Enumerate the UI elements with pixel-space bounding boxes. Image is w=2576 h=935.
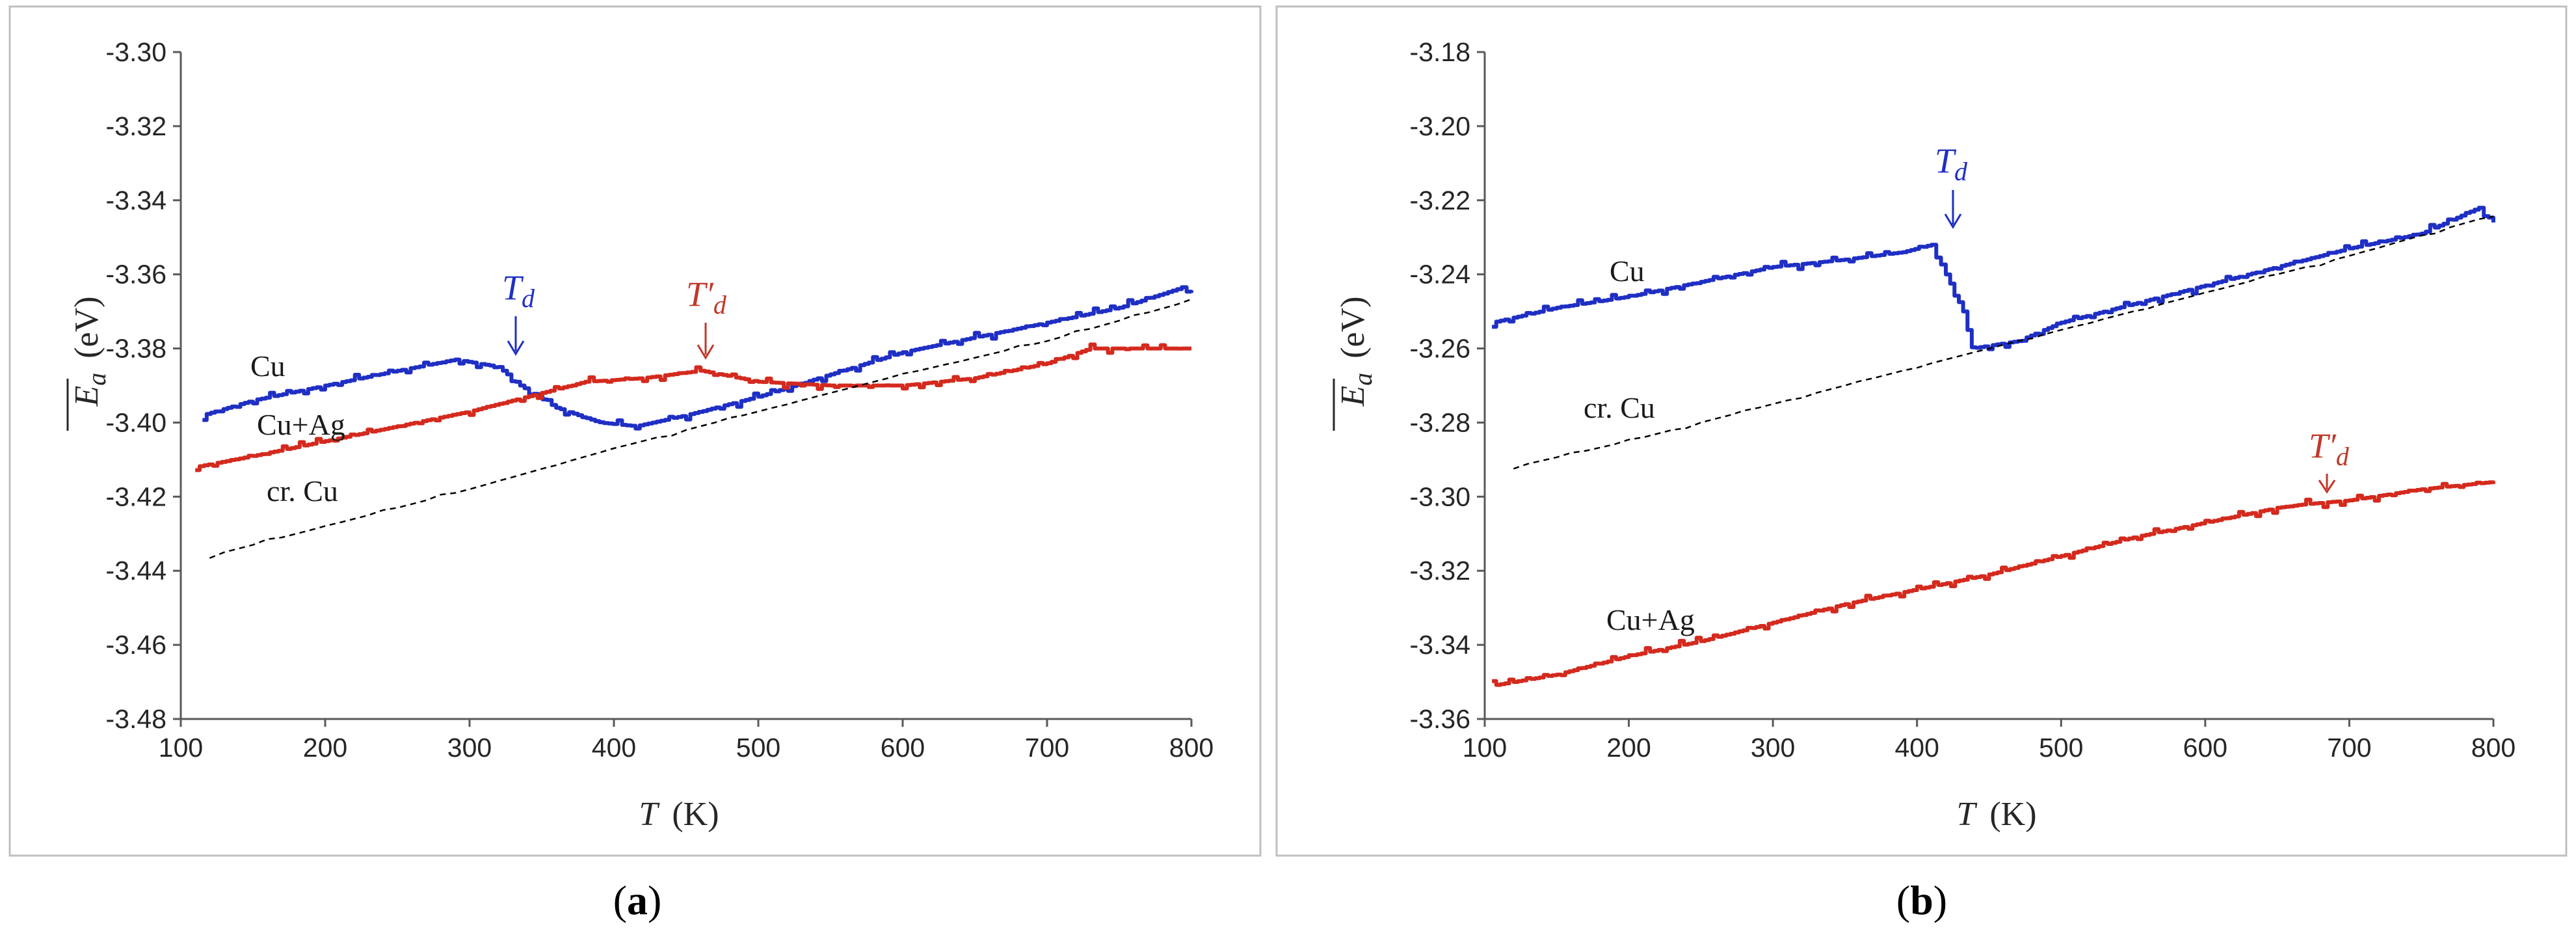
panel-a-y-axis-label: Ea (eV) [66, 296, 111, 431]
panel-b-y-tick-label: -3.20 [1410, 111, 1470, 141]
panel-a-x-tick-label: 700 [1025, 733, 1069, 763]
panel-a-y-tick-label: -3.48 [106, 704, 166, 734]
panel-b: -3.36 -3.34 -3.32 -3.30 -3.28 -3.26 -3.24 -3.22… [1275, 5, 2568, 857]
panel-b-annotation-tdp: T′d [2309, 426, 2350, 494]
panel-b-y-tick-label: -3.34 [1410, 630, 1470, 660]
panel-b-tdp-main: T′ [2309, 426, 2337, 465]
panel-a-y-tick-label: -3.42 [106, 481, 166, 511]
panel-b-x-tick-label: 600 [2183, 733, 2227, 763]
panel-b-x-tick-label: 800 [2471, 733, 2516, 763]
panel-a-label-crcu: cr. Cu [267, 474, 338, 508]
panel-a-x-tick-label: 500 [736, 733, 780, 763]
panel-a-x-tick-label: 300 [447, 733, 492, 763]
panel-b-y-tick-label: -3.30 [1410, 481, 1470, 511]
panel-a-y-tick-label: -3.36 [106, 260, 166, 290]
svg-text:T′d: T′d [686, 275, 727, 319]
panel-a-series-cu [202, 285, 1193, 431]
panel-b-x-tick-label: 500 [2039, 733, 2083, 763]
panel-a-td-arrowhead [507, 340, 525, 356]
panel-a-y-tick-label: -3.34 [106, 185, 166, 215]
panel-b-y-tick-label: -3.22 [1410, 185, 1470, 215]
panel-a: -3.48 -3.46 -3.44 -3.42 -3.40 -3.38 -3.36 -3.34… [8, 5, 1262, 857]
panel-b-annotation-td: Td [1935, 141, 1968, 229]
panel-b-tdp-arrowhead [2318, 480, 2336, 494]
panel-b-y-tick-label: -3.28 [1410, 407, 1470, 437]
panel-a-series-cr-cu [209, 298, 1192, 559]
panel-a-caption-letter: a [627, 877, 648, 923]
panel-b-x-tick-label: 100 [1463, 733, 1507, 763]
panel-a-y-tick-label: -3.44 [106, 556, 166, 586]
panel-b-x-tick-label: 200 [1606, 733, 1651, 763]
panel-b-y-tick-label: -3.32 [1410, 556, 1470, 586]
svg-text:Td: Td [502, 268, 535, 313]
panel-b-x-tick-label: 400 [1895, 733, 1939, 763]
panel-a-annotation-td: Td [502, 268, 535, 356]
panel-b-plot: -3.36 -3.34 -3.32 -3.30 -3.28 -3.26 -3.24 -3.22… [1410, 37, 2516, 763]
panel-b-xlabel-unit: (K) [1989, 796, 2036, 833]
panel-b-td-arrowhead [1944, 213, 1962, 229]
panel-a-td-sub: d [522, 284, 535, 313]
panel-a-xlabel-unit: (K) [672, 796, 719, 833]
panel-a-tdp-main: T′ [686, 275, 714, 314]
panel-b-tdp-sub: d [2336, 442, 2350, 471]
panel-b-y-tick-label: -3.24 [1410, 260, 1470, 290]
panel-a-y-tick-label: -3.30 [106, 37, 166, 67]
panel-a-ylabel-var: E [68, 386, 105, 407]
panel-b-x-tick-label: 300 [1751, 733, 1795, 763]
panel-a-frame [8, 5, 1262, 857]
panel-b-y-axis-label: Ea (eV) [1333, 296, 1377, 431]
panel-b-series-cr-cu [1513, 215, 2494, 470]
panel-b-frame [1275, 5, 2568, 857]
svg-text:T′d: T′d [2309, 426, 2350, 471]
panel-b-label-cu: Cu [1610, 254, 1645, 288]
panel-a-x-axis-label: T (K) [639, 796, 719, 833]
panel-b-series-cu [1492, 206, 2495, 351]
panel-a-x-tick-label: 200 [303, 733, 347, 763]
panel-a-ylabel-sub: a [82, 373, 111, 386]
svg-text:Td: Td [1935, 141, 1968, 186]
panel-a-series-cu-ag [195, 342, 1191, 472]
panel-b-td-main: T [1935, 141, 1957, 180]
panel-b-caption: (b) [1896, 877, 1947, 923]
panel-b-label-crcu: cr. Cu [1584, 391, 1655, 424]
panel-b-label-cuag: Cu+Ag [1606, 603, 1695, 636]
panel-b-caption-letter: b [1910, 877, 1933, 923]
panel-a-x-tick-label: 400 [592, 733, 636, 763]
panel-b-y-tick-label: -3.18 [1410, 37, 1470, 67]
svg-text:Ea(eV): Ea (eV) [1334, 296, 1377, 407]
panel-a-tdp-sub: d [713, 290, 727, 319]
panel-a-x-tick-label: 100 [159, 733, 203, 763]
panel-a-caption: (a) [613, 877, 662, 923]
panel-a-td-main: T [502, 268, 524, 307]
panel-a-label-cu: Cu [250, 349, 285, 383]
panel-b-xlabel-var: T [1956, 796, 1977, 833]
panel-b-ylabel-var: E [1334, 386, 1372, 407]
panel-b-y-tick-label: -3.26 [1410, 334, 1470, 364]
panel-a-x-tick-label: 800 [1169, 733, 1214, 763]
panel-a-y-tick-label: -3.32 [106, 111, 166, 141]
panel-b-x-axis-label: T (K) [1956, 796, 2036, 833]
panel-b-x-tick-label: 700 [2327, 733, 2371, 763]
panel-a-xlabel-var: T [639, 796, 659, 833]
panel-b-y-tick-label: -3.36 [1410, 704, 1470, 734]
panel-a-y-tick-label: -3.38 [106, 334, 166, 364]
panel-a-y-tick-label: -3.40 [106, 407, 166, 437]
panel-b-ylabel-sub: a [1348, 373, 1377, 386]
panel-a-y-tick-label: -3.46 [106, 630, 166, 660]
panel-b-td-sub: d [1954, 157, 1968, 186]
panel-a-label-cuag: Cu+Ag [257, 408, 345, 441]
panel-a-tdp-arrowhead [697, 344, 715, 360]
panel-a-ylabel-unit: (eV) [68, 296, 105, 358]
panel-a-annotation-tdp: T′d [686, 275, 727, 360]
panel-b-ylabel-unit: (eV) [1334, 296, 1372, 358]
panel-b-series-cu-ag [1492, 480, 2495, 687]
svg-text:Ea(eV): Ea (eV) [68, 296, 111, 407]
panel-a-plot: -3.48 -3.46 -3.44 -3.42 -3.40 -3.38 -3.36 -3.34… [106, 37, 1214, 763]
panel-a-x-tick-label: 600 [881, 733, 925, 763]
